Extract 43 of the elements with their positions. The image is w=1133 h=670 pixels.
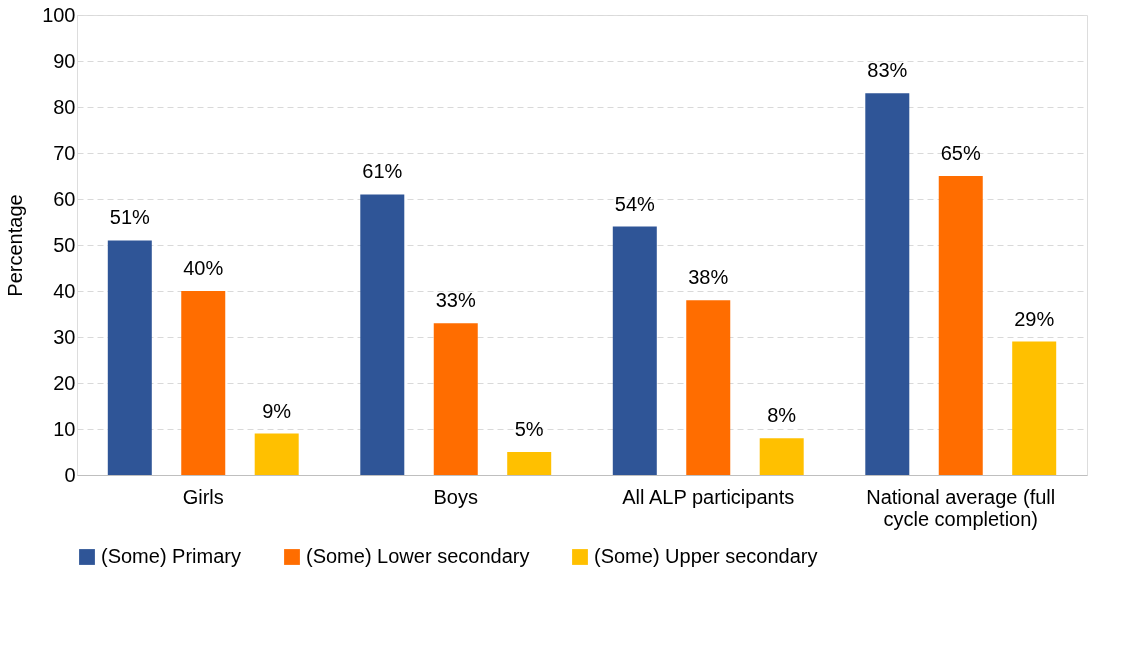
y-axis-title: Percentage: [4, 194, 27, 297]
data-label: 83%: [867, 59, 908, 82]
bar: [759, 438, 804, 475]
y-tick-label: 70: [53, 141, 76, 164]
y-tick-label: 20: [53, 371, 76, 394]
legend-label: (Some) Lower secondary: [306, 545, 530, 567]
data-label: 54%: [614, 192, 656, 215]
bar: [181, 291, 226, 475]
x-tick-label: All ALP participants: [622, 485, 795, 508]
legend-label: (Some) Primary: [101, 545, 242, 567]
data-label: 9%: [262, 399, 292, 422]
legend-label: (Some) Upper secondary: [594, 545, 818, 567]
bar: [865, 93, 910, 475]
bar: [107, 240, 152, 475]
bar: [360, 194, 405, 475]
data-label: 38%: [688, 266, 729, 289]
y-tick-label: 60: [53, 187, 76, 210]
bar: [507, 452, 552, 475]
y-tick-label: 10: [53, 417, 76, 440]
data-label: 51%: [109, 206, 151, 229]
y-tick-label: 100: [42, 3, 76, 26]
bar: [254, 433, 299, 475]
data-label: 33%: [435, 289, 476, 312]
data-label: 65%: [940, 142, 981, 164]
data-label: 29%: [1014, 307, 1055, 330]
x-tick-label: National average (full cycle completion): [866, 485, 1056, 530]
data-label: 61%: [362, 160, 403, 183]
y-tick-label: 40: [53, 279, 76, 302]
bar: [686, 300, 731, 475]
bar: [612, 226, 657, 475]
bar: [1012, 341, 1057, 475]
bar: [433, 323, 478, 475]
data-label: 5%: [514, 418, 544, 440]
data-label: 40%: [183, 257, 224, 279]
y-tick-label: 90: [53, 49, 76, 72]
data-label: 8%: [767, 404, 797, 427]
x-tick-label: Boys: [433, 485, 478, 508]
y-tick-label: 0: [64, 463, 76, 486]
y-tick-label: 50: [53, 233, 76, 256]
bar: [938, 176, 983, 475]
y-tick-label: 30: [53, 325, 76, 348]
y-tick-label: 80: [53, 95, 76, 118]
x-tick-label: Girls: [182, 485, 224, 508]
